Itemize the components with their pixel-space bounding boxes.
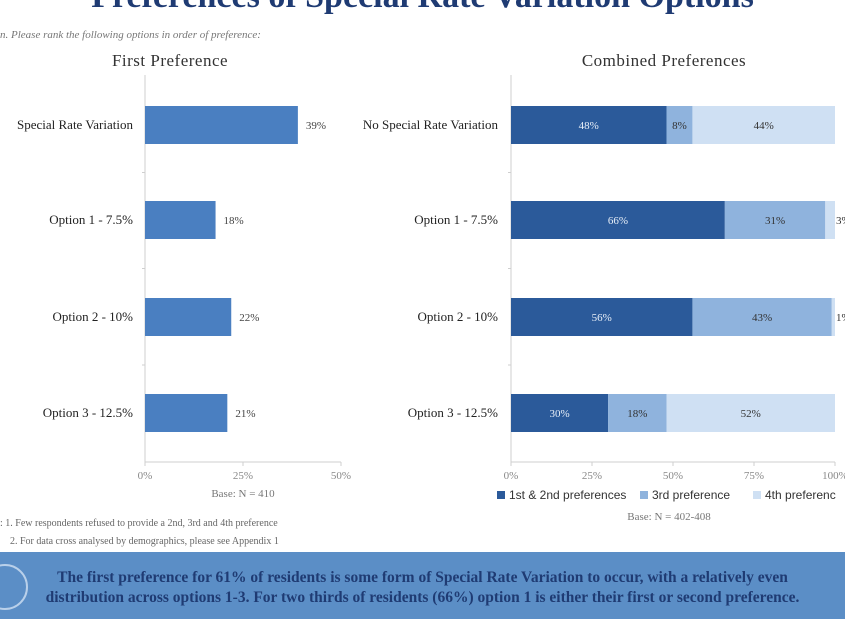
chart1-x-tick-label: 0% (138, 470, 153, 482)
chart1-bar (145, 298, 232, 336)
chart1-value-label: 39% (306, 120, 326, 132)
chart2-segment-3 (825, 201, 835, 239)
chart2-segment-label: 56% (592, 312, 612, 324)
chart2-category-label: Option 1 - 7.5% (414, 212, 498, 227)
page-title: Preferences of Special Rate Variation Op… (0, 0, 845, 16)
chart2-segment-2 (692, 298, 832, 336)
chart2-legend-label: 4th preferenc (765, 488, 836, 502)
chart2-segment-label: 66% (608, 215, 628, 227)
chart2-segment-1 (511, 106, 667, 144)
chart2-legend-label: 1st & 2nd preferences (509, 488, 626, 502)
chart2-segment-3 (692, 106, 835, 144)
chart1-x-tick-label: 25% (233, 470, 253, 482)
chart2-x-tick-label: 75% (744, 470, 764, 482)
chart2-segment-label: 1% (836, 312, 845, 324)
chart2-segment-label: 48% (579, 120, 599, 132)
question-text: n. Please rank the following options in … (0, 29, 261, 41)
chart1-value-label: 21% (235, 408, 255, 420)
chart2-x-tick-label: 0% (504, 470, 519, 482)
summary-banner: The first preference for 61% of resident… (0, 552, 845, 619)
chart2-segment-label: 31% (765, 215, 785, 227)
chart1-category-label: Option 1 - 7.5% (49, 212, 133, 227)
chart2-category-label: Option 2 - 10% (417, 309, 498, 324)
chart2-x-tick-label: 50% (663, 470, 683, 482)
chart2-segment-1 (511, 201, 725, 239)
chart2-segment-1 (511, 298, 693, 336)
chart2-segment-2 (724, 201, 826, 239)
chart1-value-label: 22% (239, 312, 259, 324)
chart2-title: Combined Preferences (582, 51, 746, 70)
chart2-legend-swatch (640, 491, 648, 499)
chart2-x-tick-label: 100% (822, 470, 845, 482)
chart2-segment-3 (666, 394, 835, 432)
chart2-category-label: No Special Rate Variation (363, 117, 499, 132)
chart2-legend-swatch (497, 491, 505, 499)
chart2-legend-swatch (753, 491, 761, 499)
chart2-legend-label: 3rd preference (652, 488, 730, 502)
chart2-segment-2 (666, 106, 693, 144)
chart2-segment-label: 8% (672, 120, 687, 132)
chart1-category-label: Option 3 - 12.5% (43, 405, 133, 420)
chart1-category-label: Special Rate Variation (17, 117, 134, 132)
chart1-bar (145, 106, 298, 144)
chart2-segment-label: 3% (836, 215, 845, 227)
chart2-category-label: Option 3 - 12.5% (408, 405, 498, 420)
chart2-segment-3 (831, 298, 835, 336)
chart2-segment-label: 30% (550, 408, 570, 420)
chart1-category-label: Option 2 - 10% (52, 309, 133, 324)
chart1-value-label: 18% (224, 215, 244, 227)
chart2-x-tick-label: 25% (582, 470, 602, 482)
chart1-title: First Preference (112, 51, 228, 70)
chart1-bar (145, 394, 228, 432)
chart2-segment-label: 18% (627, 408, 647, 420)
chart2-segment-label: 44% (754, 120, 774, 132)
chart1-x-tick-label: 50% (331, 470, 351, 482)
chart2-segment-1 (511, 394, 609, 432)
chart1-base-label: Base: N = 410 (211, 488, 275, 500)
chart1-bar (145, 201, 216, 239)
chart2-segment-2 (608, 394, 667, 432)
footnote-2: 2. For data cross analysed by demographi… (10, 536, 279, 547)
footnote-1: : 1. Few respondents refused to provide … (0, 518, 278, 529)
chart2-segment-label: 43% (752, 312, 772, 324)
summary-text: The first preference for 61% of resident… (45, 569, 800, 606)
chart2-base-label: Base: N = 402-408 (627, 511, 711, 523)
charts-canvas: First Preference 0% 25% 50% Special Rate Var… (17, 51, 845, 523)
chart2-segment-label: 52% (741, 408, 761, 420)
